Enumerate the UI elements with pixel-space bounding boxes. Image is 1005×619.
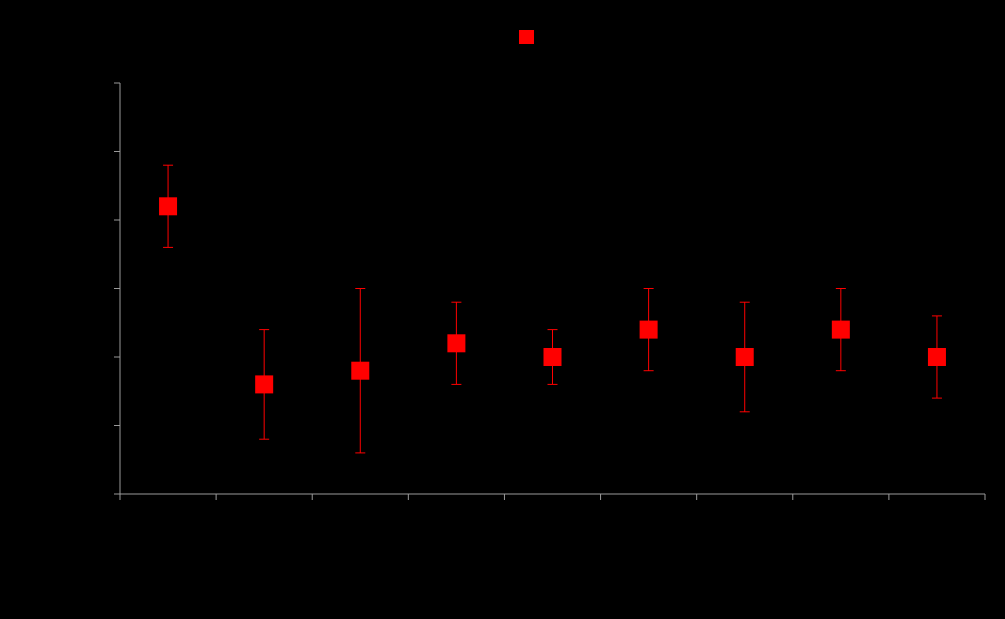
marker — [735, 348, 754, 366]
marker — [543, 348, 562, 366]
legend-marker — [519, 30, 534, 44]
marker — [351, 361, 370, 380]
marker — [639, 320, 658, 339]
marker — [447, 334, 466, 353]
marker — [159, 197, 178, 216]
marker — [831, 320, 850, 339]
marker — [255, 375, 274, 394]
marker — [927, 348, 946, 366]
